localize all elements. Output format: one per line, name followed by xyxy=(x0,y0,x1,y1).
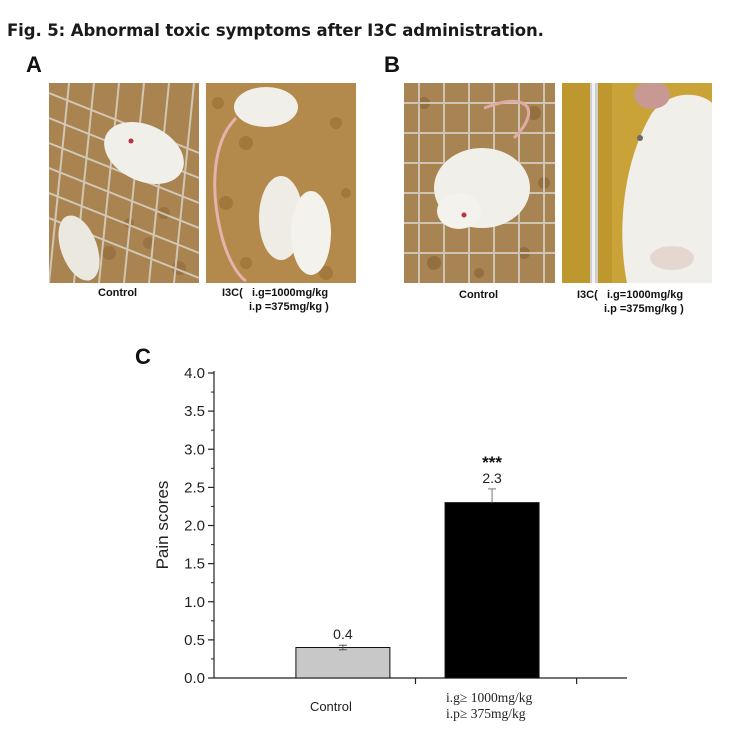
y-axis-label: Pain scores xyxy=(153,481,172,570)
panel-b-control-photo xyxy=(404,83,555,283)
y-tick-label: 0.0 xyxy=(184,670,205,687)
value-label: 0.4 xyxy=(333,626,353,642)
value-label: 2.3 xyxy=(482,470,502,486)
panel-a-treated-photo xyxy=(206,83,356,283)
panel-a-treated-caption-line1: I3C( i.g=1000mg/kg xyxy=(222,287,329,299)
panel-b-treated-caption-line1: I3C( i.g=1000mg/kg xyxy=(577,289,684,301)
panel-c-letter: C xyxy=(135,344,151,369)
y-tick-label: 1.0 xyxy=(184,594,205,611)
panel-b-treated-caption-line2: i.p =375mg/kg ) xyxy=(604,303,684,315)
y-tick-label: 2.0 xyxy=(184,518,205,535)
panel-a-control-photo xyxy=(49,83,199,283)
bar xyxy=(444,502,540,679)
significance-marker: *** xyxy=(482,453,502,472)
y-tick-label: 0.5 xyxy=(184,632,205,649)
y-tick-label: 1.5 xyxy=(184,556,205,573)
y-tick-label: 3.5 xyxy=(184,403,205,420)
figure-title: Fig. 5: Abnormal toxic symptoms after I3… xyxy=(7,21,544,40)
panel-b-control-caption: Control xyxy=(459,289,499,301)
panel-a-control-caption: Control xyxy=(98,287,138,299)
y-tick-label: 2.5 xyxy=(184,479,205,496)
panel-b-treated-photo xyxy=(562,83,712,283)
bar xyxy=(295,647,391,679)
category-label: i.p≥ 375mg/kg xyxy=(446,706,526,721)
y-tick-label: 3.0 xyxy=(184,441,205,458)
category-label: i.g≥ 1000mg/kg xyxy=(446,690,532,705)
category-label: Control xyxy=(310,699,352,714)
panel-a-treated-caption-line2: i.p =375mg/kg ) xyxy=(249,301,329,313)
panel-a-letter: A xyxy=(26,52,42,77)
y-tick-label: 4.0 xyxy=(184,365,205,382)
panel-b-letter: B xyxy=(384,52,400,77)
